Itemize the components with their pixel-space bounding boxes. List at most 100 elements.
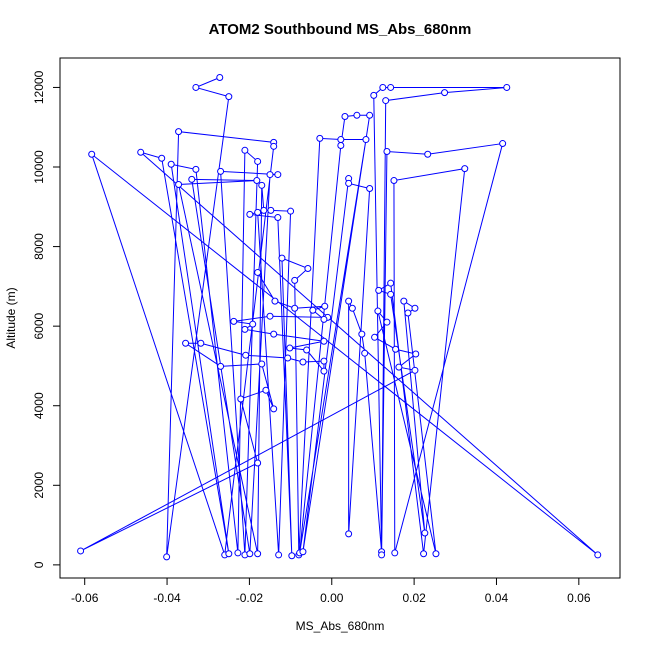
data-point: [275, 551, 283, 559]
data-point: [188, 175, 196, 183]
data-point: [225, 93, 233, 101]
data-point: [158, 154, 166, 162]
data-point: [254, 459, 262, 467]
data-point: [286, 344, 294, 352]
data-point: [366, 184, 374, 192]
data-point: [192, 165, 200, 173]
data-point: [400, 297, 408, 305]
data-point: [77, 547, 85, 555]
y-tick-label: 2000: [32, 472, 46, 499]
data-point: [383, 147, 391, 155]
data-point: [291, 304, 299, 312]
y-tick-label: 0: [32, 561, 46, 568]
data-point: [345, 297, 353, 305]
data-point: [246, 550, 254, 558]
data-point: [216, 73, 224, 81]
data-point: [254, 550, 262, 558]
y-tick-label: 10000: [32, 150, 46, 184]
data-point: [278, 254, 286, 262]
data-point: [441, 89, 449, 97]
x-tick-label: -0.02: [236, 591, 264, 605]
data-point: [391, 549, 399, 557]
data-point: [88, 150, 96, 158]
data-point: [503, 83, 511, 91]
data-point: [358, 330, 366, 338]
data-point: [309, 306, 317, 314]
y-tick-label: 12000: [32, 70, 46, 104]
data-point: [303, 346, 311, 354]
data-point: [167, 160, 175, 168]
data-point: [260, 206, 268, 214]
y-axis-label: Altitude (m): [4, 287, 18, 348]
y-tick-label: 4000: [32, 392, 46, 419]
data-point: [362, 136, 370, 144]
data-point: [320, 367, 328, 375]
data-point: [353, 111, 361, 119]
data-point: [175, 128, 183, 136]
data-point: [321, 302, 329, 310]
data-point: [266, 171, 274, 179]
data-point: [137, 148, 145, 156]
data-point: [320, 337, 328, 345]
data-point: [375, 286, 383, 294]
data-point: [320, 315, 328, 323]
data-point: [274, 171, 282, 179]
data-point: [217, 362, 225, 370]
data-point: [371, 333, 379, 341]
data-point: [241, 325, 249, 333]
data-point: [253, 177, 261, 185]
data-point: [217, 167, 225, 175]
data-point: [316, 134, 324, 142]
data-point: [242, 351, 250, 359]
data-point: [192, 83, 200, 91]
data-point: [424, 150, 432, 158]
data-point: [345, 179, 353, 187]
data-point: [361, 349, 369, 357]
data-point: [382, 97, 390, 105]
data-point: [499, 140, 507, 148]
data-point: [163, 553, 171, 561]
chart-title: ATOM2 Southbound MS_Abs_680nm: [209, 21, 472, 38]
data-point: [254, 157, 262, 165]
data-point: [304, 264, 312, 272]
data-point: [182, 339, 190, 347]
data-point: [374, 307, 382, 315]
data-point: [421, 529, 429, 537]
data-point: [383, 318, 391, 326]
data-point: [270, 405, 278, 413]
x-tick-label: 0.00: [320, 591, 344, 605]
data-point: [237, 395, 245, 403]
data-point: [270, 142, 278, 150]
data-point: [387, 83, 395, 91]
data-point: [270, 330, 278, 338]
data-point: [348, 304, 356, 312]
x-tick-label: -0.06: [71, 591, 99, 605]
data-point: [299, 358, 307, 366]
data-point: [341, 112, 349, 120]
data-point: [246, 210, 254, 218]
data-point: [197, 339, 205, 347]
data-point: [284, 354, 292, 362]
data-point: [379, 83, 387, 91]
data-point: [337, 142, 345, 150]
data-point: [320, 357, 328, 365]
data-point: [254, 268, 262, 276]
x-tick-label: 0.06: [567, 591, 591, 605]
data-point: [266, 312, 274, 320]
data-point: [387, 290, 395, 298]
data-point: [411, 304, 419, 312]
data-point: [241, 146, 249, 154]
data-point: [258, 360, 266, 368]
data-point: [254, 208, 262, 216]
data-point: [288, 552, 296, 560]
data-point: [267, 206, 275, 214]
data-point: [411, 366, 419, 374]
data-point: [287, 207, 295, 215]
data-point: [392, 345, 400, 353]
data-point: [432, 550, 440, 558]
data-point: [461, 165, 469, 173]
data-point: [291, 276, 299, 284]
data-point: [378, 551, 386, 559]
data-point: [225, 550, 233, 558]
